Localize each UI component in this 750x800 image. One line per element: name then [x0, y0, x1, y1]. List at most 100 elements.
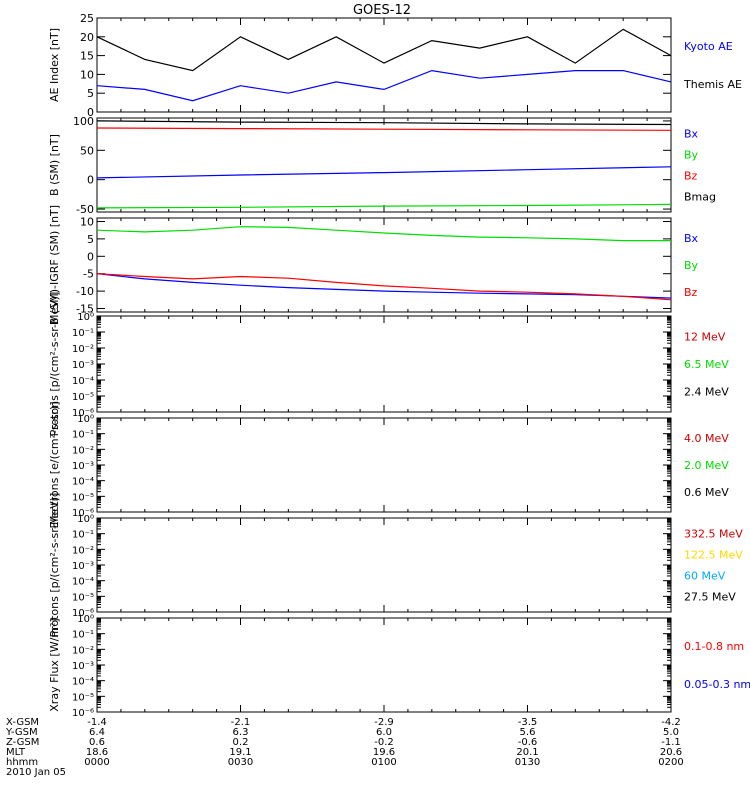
y-tick-label: 5 [87, 233, 94, 246]
legend-entry: 27.5 MeV [684, 590, 736, 603]
x-table-cell: 0200 [658, 757, 683, 768]
y-tick-label: 10⁻¹ [72, 430, 94, 441]
x-table-cell: 0.2 [233, 737, 249, 748]
y-tick-label: 10⁻⁶ [72, 408, 94, 419]
panel-4: 10⁻⁶ 10⁻⁵ 10⁻⁴ 10⁻³ 10⁻² 10⁻¹ 10⁰ Protons [p/(c… [48, 292, 729, 437]
y-axis-label: B (SM) [nT] [48, 134, 61, 196]
x-table-cell: -0.2 [374, 737, 394, 748]
x-row-label: X-GSM [6, 717, 39, 728]
x-table-cell: 0100 [371, 757, 396, 768]
y-tick-label: -15 [76, 303, 94, 316]
y-tick-label: 10⁰ [77, 414, 94, 425]
chart-title: GOES-12 [353, 3, 411, 18]
y-tick-label: 10⁻² [72, 545, 94, 556]
x-row-label: Z-GSM [6, 737, 39, 748]
panel-6: 10⁻⁶ 10⁻⁵ 10⁻⁴ 10⁻³ 10⁻² 10⁻¹ 10⁰ Protons [p/(c… [48, 493, 743, 638]
x-table-cell: 0130 [515, 757, 540, 768]
x-table-cell: -1.4 [87, 717, 107, 728]
panel-5: 10⁻⁶ 10⁻⁵ 10⁻⁴ 10⁻³ 10⁻² 10⁻¹ 10⁰ Electrons [e/… [48, 401, 729, 528]
y-tick-label: 10⁻² [72, 645, 94, 656]
x-table-cell: 19.1 [229, 747, 251, 758]
x-table-cell: -2.1 [231, 717, 251, 728]
x-table-cell: 6.0 [376, 727, 392, 738]
panel-1: 0 5 10 15 20 25 AE Index [nT] Kyoto AE Themis AE [48, 12, 742, 119]
y-tick-label: 10⁻⁵ [72, 492, 94, 503]
y-tick-label: -10 [76, 285, 94, 298]
x-table-cell: 20.6 [660, 747, 682, 758]
series-line-bx [96, 273, 672, 299]
legend-entry: 6.5 MeV [684, 358, 729, 371]
y-tick-label: 10⁻³ [72, 461, 94, 472]
panel-7: 10⁻⁶ 10⁻⁵ 10⁻⁴ 10⁻³ 10⁻² 10⁻¹ 10⁰ Xray Flux [W/… [48, 614, 750, 719]
x-table-cell: -4.2 [661, 717, 681, 728]
y-tick-label: 10⁻⁴ [72, 477, 94, 488]
legend-entry: 60 MeV [684, 569, 726, 582]
y-tick-label: 10⁻¹ [72, 530, 94, 541]
legend-entry: 4.0 MeV [684, 432, 729, 445]
y-tick-label: 10⁻¹ [72, 328, 94, 339]
panel-frame [96, 517, 672, 613]
y-tick-label: 15 [80, 50, 94, 63]
x-table-cell: 0.6 [89, 737, 105, 748]
legend-entry: Bmag [684, 190, 716, 203]
panel-frame [96, 217, 672, 313]
x-row-label: hhmm [6, 757, 38, 768]
y-tick-label: 10⁻³ [72, 360, 94, 371]
x-table-cell: 0030 [228, 757, 253, 768]
y-tick-label: 20 [80, 31, 94, 44]
x-row-label: Y-GSM [5, 727, 38, 738]
y-tick-label: 10⁻⁵ [72, 692, 94, 703]
y-tick-label: 0 [87, 174, 94, 187]
x-table-cell: 19.6 [373, 747, 395, 758]
legend-entry: 0.05-0.3 nm [684, 678, 750, 691]
legend-entry: By [684, 149, 699, 162]
panel-frame [96, 117, 672, 213]
y-tick-label: 25 [80, 12, 94, 25]
y-tick-label: 5 [87, 87, 94, 100]
legend-entry: 122.5 MeV [684, 549, 743, 562]
legend-entry: 332.5 MeV [684, 528, 743, 541]
series-line-kyoto-ae [96, 28, 672, 72]
y-tick-label: 10⁻⁶ [72, 608, 94, 619]
panel-frame [96, 617, 672, 713]
y-tick-label: 50 [80, 144, 94, 157]
series-line-bz [96, 273, 672, 301]
series-line-by [96, 203, 672, 209]
y-axis-label: Electrons [e/(cm²-s-sr)] [48, 401, 61, 528]
y-tick-label: 10⁰ [77, 514, 94, 525]
x-table-cell: 6.4 [89, 727, 105, 738]
legend-entry: Kyoto AE [684, 40, 733, 53]
y-tick-label: 10⁻⁵ [72, 392, 94, 403]
panel-2: -50 0 50 100 B (SM) [nT] Bx By Bz Bmag [48, 115, 716, 216]
y-tick-label: 10 [80, 215, 94, 228]
series-line-bmag [96, 120, 672, 126]
series-line-bz [96, 127, 672, 131]
y-axis-label: Protons [p/(cm²-s-sr-MeV)] [48, 493, 61, 638]
y-tick-label: 10⁻² [72, 344, 94, 355]
y-tick-label: 10⁻³ [72, 561, 94, 572]
x-table-cell: 5.0 [663, 727, 679, 738]
legend-entry: 2.0 MeV [684, 459, 729, 472]
y-tick-label: 10⁻⁶ [72, 708, 94, 719]
y-axis-label: AE Index [nT] [48, 28, 61, 102]
y-tick-label: 0 [87, 106, 94, 119]
legend-entry: 0.1-0.8 nm [684, 640, 744, 653]
y-axis-label: Xray Flux [W/m²] [48, 618, 61, 711]
y-tick-label: -5 [83, 268, 94, 281]
series-line-themis-ae [96, 69, 672, 102]
legend-entry: Bz [684, 286, 698, 299]
x-table-cell: -1.1 [661, 737, 681, 748]
legend-entry: Themis AE [683, 78, 742, 91]
y-tick-label: 100 [73, 115, 94, 128]
x-table-cell: -0.6 [518, 737, 538, 748]
x-row-label: 2010 Jan 05 [6, 767, 66, 778]
y-tick-label: 10⁻³ [72, 661, 94, 672]
y-tick-label: 10 [80, 68, 94, 81]
x-table-cell: 0000 [84, 757, 109, 768]
legend-entry: 2.4 MeV [684, 385, 729, 398]
series-line-bx [96, 166, 672, 179]
y-axis-label: B (SM)-IGRF (SM) [nT] [48, 205, 61, 325]
